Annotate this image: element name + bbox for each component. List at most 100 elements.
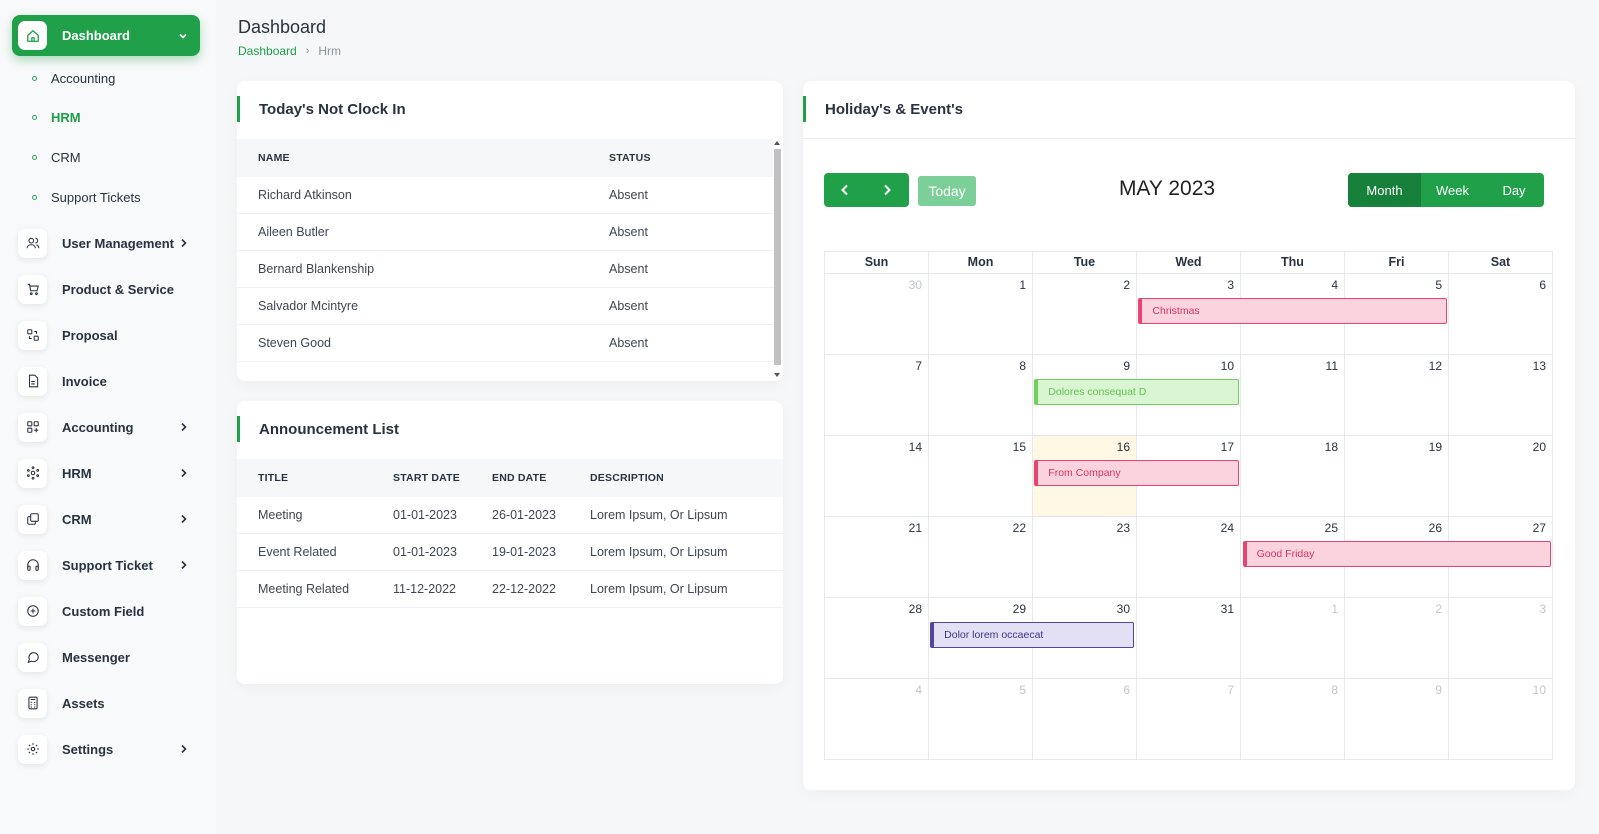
calendar-day[interactable]: 21	[825, 516, 929, 597]
calendar-day[interactable]: 2	[1345, 597, 1449, 678]
sidebar-item-user-management[interactable]: User Management	[18, 228, 198, 258]
day-number[interactable]: 5	[1435, 278, 1442, 292]
sidebar-subitem-accounting[interactable]: Accounting	[32, 68, 115, 88]
calendar-event[interactable]: Christmas	[1138, 298, 1447, 324]
sidebar-item-accounting[interactable]: Accounting	[18, 412, 198, 442]
day-number[interactable]: 14	[908, 440, 922, 454]
view-day-button[interactable]: Day	[1502, 182, 1526, 198]
day-number[interactable]: 1	[1331, 602, 1338, 616]
calendar-day[interactable]: 7	[1137, 678, 1241, 759]
day-number[interactable]: 31	[1220, 602, 1234, 616]
sidebar-item-assets[interactable]: Assets	[18, 688, 198, 718]
calendar-event[interactable]: Dolor lorem occaecat	[930, 622, 1135, 648]
day-number[interactable]: 10	[1220, 359, 1234, 373]
calendar-day[interactable]: 5	[1345, 273, 1449, 354]
calendar-day[interactable]: 13	[1449, 354, 1552, 435]
day-number[interactable]: 29	[1012, 602, 1026, 616]
day-number[interactable]: 24	[1220, 521, 1234, 535]
calendar-day[interactable]: 24	[1137, 516, 1241, 597]
day-number[interactable]: 2	[1123, 278, 1130, 292]
calendar-day[interactable]: 12	[1345, 354, 1449, 435]
sidebar-item-crm[interactable]: CRM	[18, 504, 198, 534]
calendar-day[interactable]: 9	[1345, 678, 1449, 759]
view-week-button[interactable]: Week	[1436, 182, 1469, 198]
calendar-day[interactable]: 3	[1449, 597, 1552, 678]
calendar-day[interactable]: 20	[1449, 435, 1552, 516]
day-number[interactable]: 7	[915, 359, 922, 373]
calendar-day[interactable]: 18	[1241, 435, 1345, 516]
calendar-day[interactable]: 7	[825, 354, 929, 435]
day-number[interactable]: 12	[1428, 359, 1442, 373]
day-number[interactable]: 2	[1435, 602, 1442, 616]
day-number[interactable]: 26	[1428, 521, 1442, 535]
calendar-day[interactable]: 19	[1345, 435, 1449, 516]
day-number[interactable]: 3	[1227, 278, 1234, 292]
calendar-day[interactable]: 6	[1033, 678, 1137, 759]
calendar-day[interactable]: 14	[825, 435, 929, 516]
day-number[interactable]: 5	[1019, 683, 1026, 697]
calendar-day[interactable]: 22	[929, 516, 1033, 597]
calendar-day[interactable]: 27	[1449, 516, 1552, 597]
day-number[interactable]: 22	[1012, 521, 1026, 535]
calendar-day[interactable]: 6	[1449, 273, 1552, 354]
calendar-day[interactable]: 10	[1449, 678, 1552, 759]
day-number[interactable]: 1	[1019, 278, 1026, 292]
day-number[interactable]: 19	[1428, 440, 1442, 454]
calendar-day[interactable]: 30	[1033, 597, 1137, 678]
today-button[interactable]: Today	[918, 176, 976, 206]
sidebar-item-support-ticket[interactable]: Support Ticket	[18, 550, 198, 580]
scroll-up-arrow-icon[interactable]	[774, 141, 780, 145]
calendar-day[interactable]: 17	[1137, 435, 1241, 516]
day-number[interactable]: 9	[1435, 683, 1442, 697]
day-number[interactable]: 7	[1227, 683, 1234, 697]
day-number[interactable]: 17	[1220, 440, 1234, 454]
vertical-scrollbar[interactable]	[773, 139, 781, 379]
day-number[interactable]: 3	[1539, 602, 1546, 616]
calendar-day[interactable]: 30	[825, 273, 929, 354]
prev-month-button[interactable]	[824, 173, 866, 207]
calendar-day[interactable]: 4	[825, 678, 929, 759]
calendar-event[interactable]: Dolores consequat D	[1034, 379, 1239, 405]
calendar-day[interactable]: 8	[929, 354, 1033, 435]
scrollbar-thumb[interactable]	[774, 149, 781, 365]
day-number[interactable]: 10	[1532, 683, 1546, 697]
sidebar-subitem-support-tickets[interactable]: Support Tickets	[32, 187, 141, 207]
day-number[interactable]: 4	[1331, 278, 1338, 292]
day-number[interactable]: 11	[1325, 359, 1338, 373]
view-month-button[interactable]: Month	[1348, 173, 1421, 207]
sidebar-item-dashboard[interactable]: Dashboard	[12, 15, 200, 56]
calendar-event[interactable]: Good Friday	[1242, 541, 1551, 567]
sidebar-item-invoice[interactable]: Invoice	[18, 366, 198, 396]
day-number[interactable]: 16	[1116, 440, 1130, 454]
day-number[interactable]: 21	[908, 521, 922, 535]
calendar-day[interactable]: 23	[1033, 516, 1137, 597]
sidebar-item-product-service[interactable]: Product & Service	[18, 274, 198, 304]
day-number[interactable]: 25	[1324, 521, 1338, 535]
sidebar-item-settings[interactable]: Settings	[18, 734, 198, 764]
day-number[interactable]: 4	[915, 683, 922, 697]
calendar-day[interactable]: 1	[1241, 597, 1345, 678]
day-number[interactable]: 20	[1532, 440, 1546, 454]
day-number[interactable]: 27	[1532, 521, 1546, 535]
day-number[interactable]: 6	[1123, 683, 1130, 697]
day-number[interactable]: 6	[1539, 278, 1546, 292]
calendar-day[interactable]: 28	[825, 597, 929, 678]
day-number[interactable]: 23	[1116, 521, 1130, 535]
calendar-day[interactable]: 15	[929, 435, 1033, 516]
day-number[interactable]: 8	[1019, 359, 1026, 373]
calendar-day[interactable]: 8	[1241, 678, 1345, 759]
day-number[interactable]: 8	[1331, 683, 1338, 697]
calendar-event[interactable]: From Company	[1034, 460, 1239, 486]
sidebar-subitem-hrm[interactable]: HRM	[32, 107, 81, 127]
sidebar-subitem-crm[interactable]: CRM	[32, 147, 81, 167]
scroll-down-arrow-icon[interactable]	[774, 373, 780, 377]
day-number[interactable]: 30	[908, 278, 922, 292]
day-number[interactable]: 28	[908, 602, 922, 616]
day-number[interactable]: 15	[1012, 440, 1026, 454]
calendar-day[interactable]: 11	[1241, 354, 1345, 435]
day-number[interactable]: 18	[1324, 440, 1338, 454]
sidebar-item-messenger[interactable]: Messenger	[18, 642, 198, 672]
next-month-button[interactable]	[866, 173, 908, 207]
calendar-day[interactable]: 1	[929, 273, 1033, 354]
day-number[interactable]: 9	[1123, 359, 1130, 373]
